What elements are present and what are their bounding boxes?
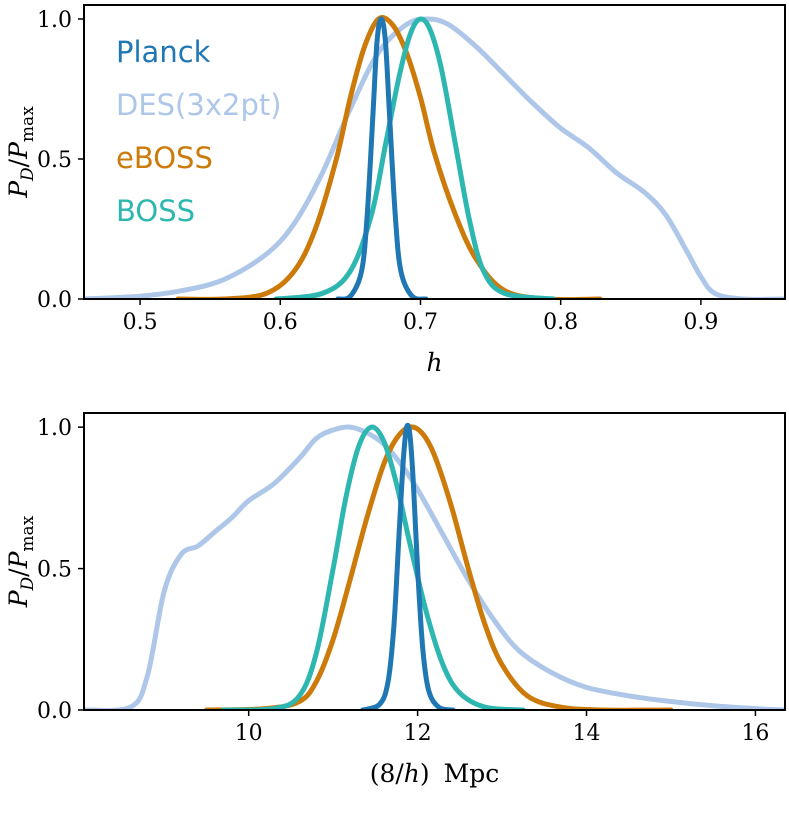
- y-tick-label: 0.0: [37, 288, 72, 313]
- legend-entry-des-3x2pt: DES(3x2pt): [116, 88, 282, 122]
- legend-entry-eboss: eBOSS: [116, 141, 213, 175]
- y-tick-label: 0.5: [37, 558, 72, 583]
- plot-frame: [83, 4, 786, 300]
- x-axis-label: (8/h) Mpc: [370, 759, 500, 788]
- series-line-des-3x2pt: [84, 16, 785, 299]
- x-tick-label: 16: [741, 721, 769, 746]
- x-tick-label: 0.6: [263, 310, 298, 335]
- legend-entry-planck: Planck: [116, 35, 211, 69]
- x-tick-label: 0.5: [123, 310, 158, 335]
- x-axis-label: h: [426, 348, 442, 377]
- x-tick-label: 0.7: [403, 310, 438, 335]
- top-panel: 0.5 0.6 0.7 0.8 0.9 0.0 0.5 1.0 h PD/Pmax Planck DE…: [4, 4, 786, 377]
- x-tick-label: 0.9: [683, 310, 718, 335]
- series-line-des-3x2pt: [84, 424, 785, 710]
- y-tick-label: 0.0: [37, 699, 72, 724]
- series-line-boss: [273, 16, 557, 299]
- y-tick-label: 1.0: [37, 416, 72, 441]
- y-axis-label: PD/Pmax: [4, 106, 38, 199]
- x-tick-label: 14: [573, 721, 601, 746]
- x-tick-label: 10: [235, 721, 263, 746]
- legend-entry-boss: BOSS: [116, 194, 195, 228]
- y-tick-label: 1.0: [37, 8, 72, 33]
- series-group: [84, 422, 785, 710]
- x-tick-label: 0.8: [543, 310, 578, 335]
- y-axis-label: PD/Pmax: [4, 515, 38, 608]
- series-group: [84, 15, 785, 299]
- series-line-boss: [220, 424, 526, 710]
- series-line-eboss: [203, 424, 674, 710]
- bottom-panel: 10 12 14 16 0.0 0.5 1.0 (8/h) Mpc PD/Pmax: [4, 412, 786, 788]
- series-line-planck: [360, 422, 456, 710]
- series-line-planck: [335, 16, 429, 299]
- plot-frame: [83, 412, 786, 711]
- x-tick-label: 12: [404, 721, 432, 746]
- y-tick-label: 0.5: [37, 148, 72, 173]
